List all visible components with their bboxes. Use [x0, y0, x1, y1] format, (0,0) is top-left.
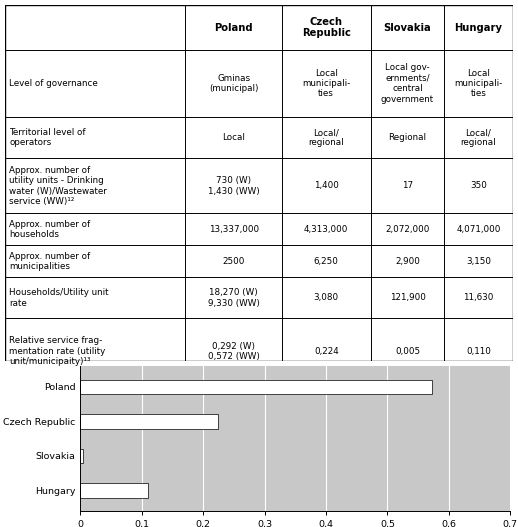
Text: Local/
regional: Local/ regional: [461, 128, 496, 148]
Text: 18,270 (W)
9,330 (WW): 18,270 (W) 9,330 (WW): [208, 288, 260, 308]
Text: 2,900: 2,900: [395, 257, 420, 266]
Text: 11,630: 11,630: [464, 294, 494, 302]
Bar: [80, 448, 83, 463]
Text: 17: 17: [402, 181, 413, 190]
Text: Approx. number of
households: Approx. number of households: [9, 220, 90, 239]
Text: Czech
Republic: Czech Republic: [302, 17, 351, 38]
Text: Hungary: Hungary: [455, 23, 502, 33]
Text: 730 (W)
1,430 (WW): 730 (W) 1,430 (WW): [208, 176, 260, 196]
Text: Approx. number of
municipalities: Approx. number of municipalities: [9, 252, 90, 271]
Text: Approx. number of
utility units - Drinking
water (W)/Wastewater
service (WW)¹²: Approx. number of utility units - Drinki…: [9, 165, 107, 206]
Text: 6,250: 6,250: [314, 257, 339, 266]
Text: 2,072,000: 2,072,000: [385, 225, 429, 234]
Text: 0,224: 0,224: [314, 347, 339, 356]
Text: 2500: 2500: [222, 257, 245, 266]
Bar: [80, 483, 148, 497]
Text: Local
municipali-
ties: Local municipali- ties: [454, 69, 502, 99]
Text: Territorial level of
operators: Territorial level of operators: [9, 128, 86, 148]
Text: Regional: Regional: [388, 133, 426, 142]
Text: 0,110: 0,110: [466, 347, 491, 356]
Text: 350: 350: [470, 181, 487, 190]
Text: 3,150: 3,150: [466, 257, 491, 266]
Text: Level of governance: Level of governance: [9, 79, 98, 88]
Text: Relative service frag-
mentation rate (utility
unit/municipaity)¹³: Relative service frag- mentation rate (u…: [9, 336, 106, 366]
Text: Local gov-
ernments/
central
government: Local gov- ernments/ central government: [381, 63, 434, 104]
Bar: [80, 380, 431, 394]
Text: 121,900: 121,900: [390, 294, 425, 302]
Text: 0,292 (W)
0,572 (WW): 0,292 (W) 0,572 (WW): [208, 341, 260, 361]
Text: Households/Utility unit
rate: Households/Utility unit rate: [9, 288, 109, 308]
Text: 0,005: 0,005: [395, 347, 420, 356]
Text: 1,400: 1,400: [314, 181, 339, 190]
Text: 13,337,000: 13,337,000: [209, 225, 258, 234]
Text: Local: Local: [222, 133, 245, 142]
Bar: [80, 414, 218, 429]
Text: 4,071,000: 4,071,000: [456, 225, 501, 234]
Text: Local/
regional: Local/ regional: [308, 128, 344, 148]
Text: Slovakia: Slovakia: [384, 23, 431, 33]
Text: Gminas
(municipal): Gminas (municipal): [209, 74, 258, 93]
Text: Local
municipali-
ties: Local municipali- ties: [302, 69, 350, 99]
Text: Poland: Poland: [214, 23, 253, 33]
Text: 3,080: 3,080: [314, 294, 339, 302]
Text: 4,313,000: 4,313,000: [304, 225, 349, 234]
